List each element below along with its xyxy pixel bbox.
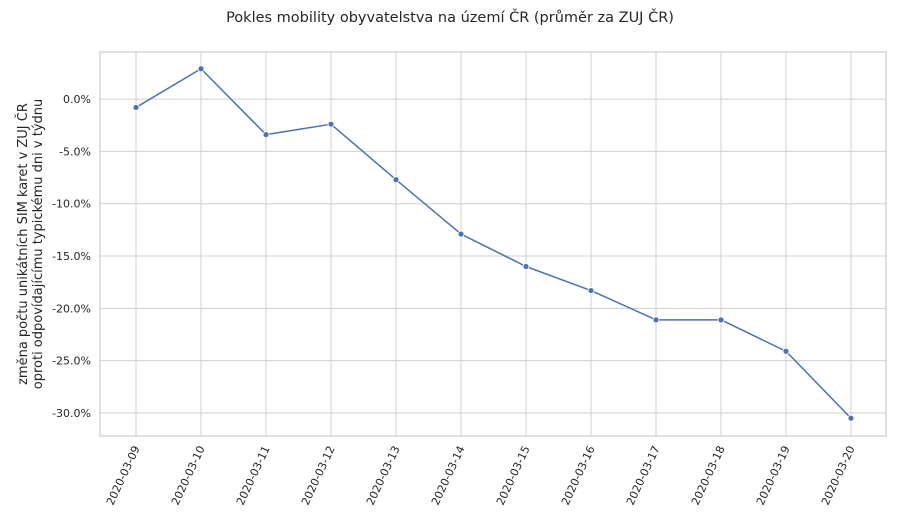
x-tick-label: 2020-03-10 [169,444,208,507]
data-point [392,176,400,184]
y-tick-label: -20.0% [52,302,91,315]
y-tick-label: -30.0% [52,407,91,420]
data-point [782,347,790,355]
x-tick-label: 2020-03-18 [689,444,728,507]
x-tick-label: 2020-03-19 [754,444,793,507]
data-point [847,414,855,422]
data-point [197,65,205,73]
x-tick-label: 2020-03-13 [364,444,403,507]
x-axis-ticks: 2020-03-09 2020-03-10 2020-03-11 2020-03-12… [104,444,858,507]
y-tick-label: -5.0% [59,145,91,158]
series-line [135,67,852,419]
data-point [457,230,465,238]
data-point [652,316,660,324]
data-point [587,287,595,294]
y-axis-label-line: oproti odpovídajícímu typickému dni v tý… [31,99,46,390]
data-point [522,263,530,270]
x-tick-label: 2020-03-16 [559,444,598,507]
data-point [132,104,140,111]
y-axis-label: změna počtu unikátních SIM karet v ZUJ Č… [15,99,46,390]
x-tick-label: 2020-03-17 [624,444,663,507]
x-tick-label: 2020-03-11 [234,444,273,507]
grid-lines [100,52,886,436]
y-tick-label: 0.0% [63,93,91,106]
data-point [717,316,725,324]
y-tick-label: -25.0% [52,355,91,368]
y-axis-ticks: 0.0% -5.0% -10.0% -15.0% -20.0% -25.0% -30.0% [52,93,91,420]
x-tick-label: 2020-03-20 [819,444,858,507]
y-tick-label: -15.0% [52,250,91,263]
data-point [327,120,335,128]
y-tick-label: -10.0% [52,198,91,211]
series-mobility [132,65,855,422]
x-tick-label: 2020-03-14 [429,444,468,507]
y-axis-label-line: změna počtu unikátních SIM karet v ZUJ Č… [15,103,31,385]
data-point [262,131,270,139]
x-tick-label: 2020-03-09 [104,444,143,507]
plot-frame [99,51,887,437]
x-tick-label: 2020-03-12 [299,444,338,507]
chart-title: Pokles mobility obyvatelstva na území ČR… [226,10,674,26]
x-tick-label: 2020-03-15 [494,444,533,507]
